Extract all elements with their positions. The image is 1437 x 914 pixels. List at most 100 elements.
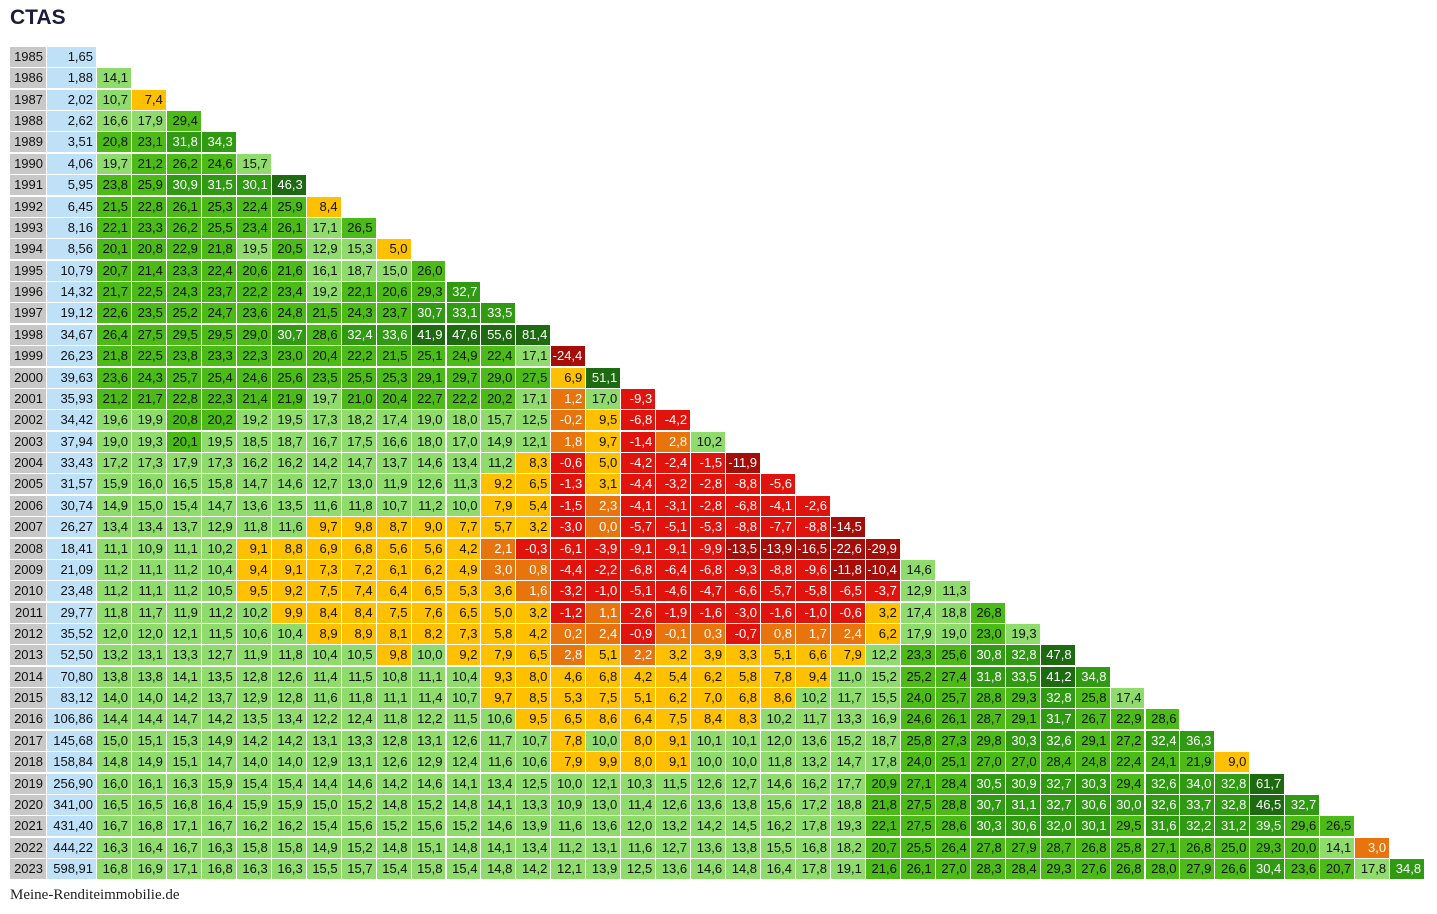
return-cell: 11,1 [97,538,131,559]
return-cell: 23,7 [201,282,236,303]
return-cell: 25,8 [1075,688,1110,709]
return-cell: 13,0 [586,794,621,815]
return-cell: -11,8 [830,559,865,580]
return-cell: 19,5 [201,431,236,452]
return-cell: 24,1 [1145,752,1180,773]
return-cell: 19,0 [935,623,970,644]
return-cell: -6,1 [551,538,586,559]
return-cell: 30,8 [970,645,1005,666]
return-cell: 17,0 [586,388,621,409]
return-cell: 17,7 [830,773,865,794]
return-cell: 14,8 [481,859,516,880]
return-cell: 12,6 [656,794,691,815]
return-cell: 25,7 [935,688,970,709]
return-cell: 12,0 [621,816,656,837]
return-cell: 26,8 [1180,837,1215,858]
return-cell: 11,2 [551,837,586,858]
return-cell: 31,1 [1005,794,1040,815]
return-cell: 30,7 [271,324,306,345]
return-cell: 9,1 [271,559,306,580]
return-cell: 2,8 [656,431,691,452]
return-cell: 0,8 [516,559,551,580]
return-cell: 5,4 [656,666,691,687]
return-cell: 8,9 [341,623,376,644]
return-cell: 7,6 [411,602,446,623]
return-cell: 10,0 [586,730,621,751]
return-cell: 8,8 [271,538,306,559]
return-cell: 13,3 [341,730,376,751]
price-cell: 70,80 [47,666,96,687]
return-cell: -9,6 [796,559,830,580]
price-cell: 444,22 [47,837,96,858]
return-cell: 21,8 [97,346,131,367]
return-cell: 14,8 [376,837,411,858]
return-cell: 18,8 [935,602,970,623]
return-cell: 7,3 [306,559,341,580]
price-cell: 31,57 [47,474,96,495]
return-cell: 21,9 [1180,752,1215,773]
return-cell: 14,9 [306,837,341,858]
return-cell: 14,9 [201,730,236,751]
return-cell: 10,4 [446,666,481,687]
return-cell: 8,3 [516,453,551,474]
return-cell: 34,3 [201,132,236,153]
return-cell: 26,4 [935,837,970,858]
return-cell: 9,1 [236,538,271,559]
return-cell: 17,1 [166,816,201,837]
return-cell: -8,8 [796,517,830,538]
return-cell: 20,0 [1285,837,1320,858]
return-cell: 11,8 [236,517,271,538]
return-cell: 12,2 [411,709,446,730]
return-cell: 15,2 [446,816,481,837]
return-cell: 8,4 [341,602,376,623]
return-cell: 13,5 [236,709,271,730]
return-cell: 8,2 [411,623,446,644]
return-cell: 15,4 [271,773,306,794]
return-cell: 14,7 [236,474,271,495]
return-cell: 11,2 [166,581,201,602]
return-cell: 25,4 [201,367,236,388]
return-cell: -4,1 [621,495,656,516]
return-cell: 16,4 [201,794,236,815]
return-cell: 24,0 [900,688,935,709]
price-cell: 37,94 [47,431,96,452]
year-cell: 2020 [10,794,46,815]
return-cell: 17,8 [796,859,830,880]
return-cell: 16,6 [97,111,131,132]
return-cell: -4,4 [621,474,656,495]
return-cell: 19,3 [131,431,166,452]
return-cell: 30,3 [1005,730,1040,751]
return-cell: 14,2 [516,859,551,880]
return-cell: 7,5 [376,602,411,623]
return-cell: 16,7 [97,816,131,837]
return-cell: 11,9 [236,645,271,666]
return-cell: 17,4 [900,602,935,623]
return-cell: 12,6 [411,474,446,495]
return-cell: 28,6 [1145,709,1180,730]
return-cell: 16,8 [166,794,201,815]
return-cell: 14,2 [306,453,341,474]
return-cell: 14,0 [271,752,306,773]
return-cell: 19,1 [830,859,865,880]
return-cell: 20,4 [376,388,411,409]
return-cell: 8,7 [376,517,411,538]
return-cell: 23,4 [236,217,271,238]
return-cell: 11,4 [621,794,656,815]
return-cell: 26,0 [411,260,446,281]
return-cell: 23,8 [97,175,131,196]
return-cell: 14,9 [481,431,516,452]
price-cell: 26,27 [47,517,96,538]
return-cell: 25,7 [166,367,201,388]
return-cell: -0,9 [621,623,656,644]
price-cell: 6,45 [47,196,96,217]
return-cell: 17,2 [796,794,830,815]
return-cell: 18,0 [446,410,481,431]
return-cell: -4,1 [761,495,795,516]
return-cell: 61,7 [1250,773,1285,794]
return-cell: 15,9 [236,794,271,815]
return-cell: 7,8 [761,666,795,687]
return-cell: 29,5 [1110,816,1145,837]
return-cell: 12,9 [411,752,446,773]
return-cell: 3,2 [656,645,691,666]
return-cell: 13,7 [376,453,411,474]
